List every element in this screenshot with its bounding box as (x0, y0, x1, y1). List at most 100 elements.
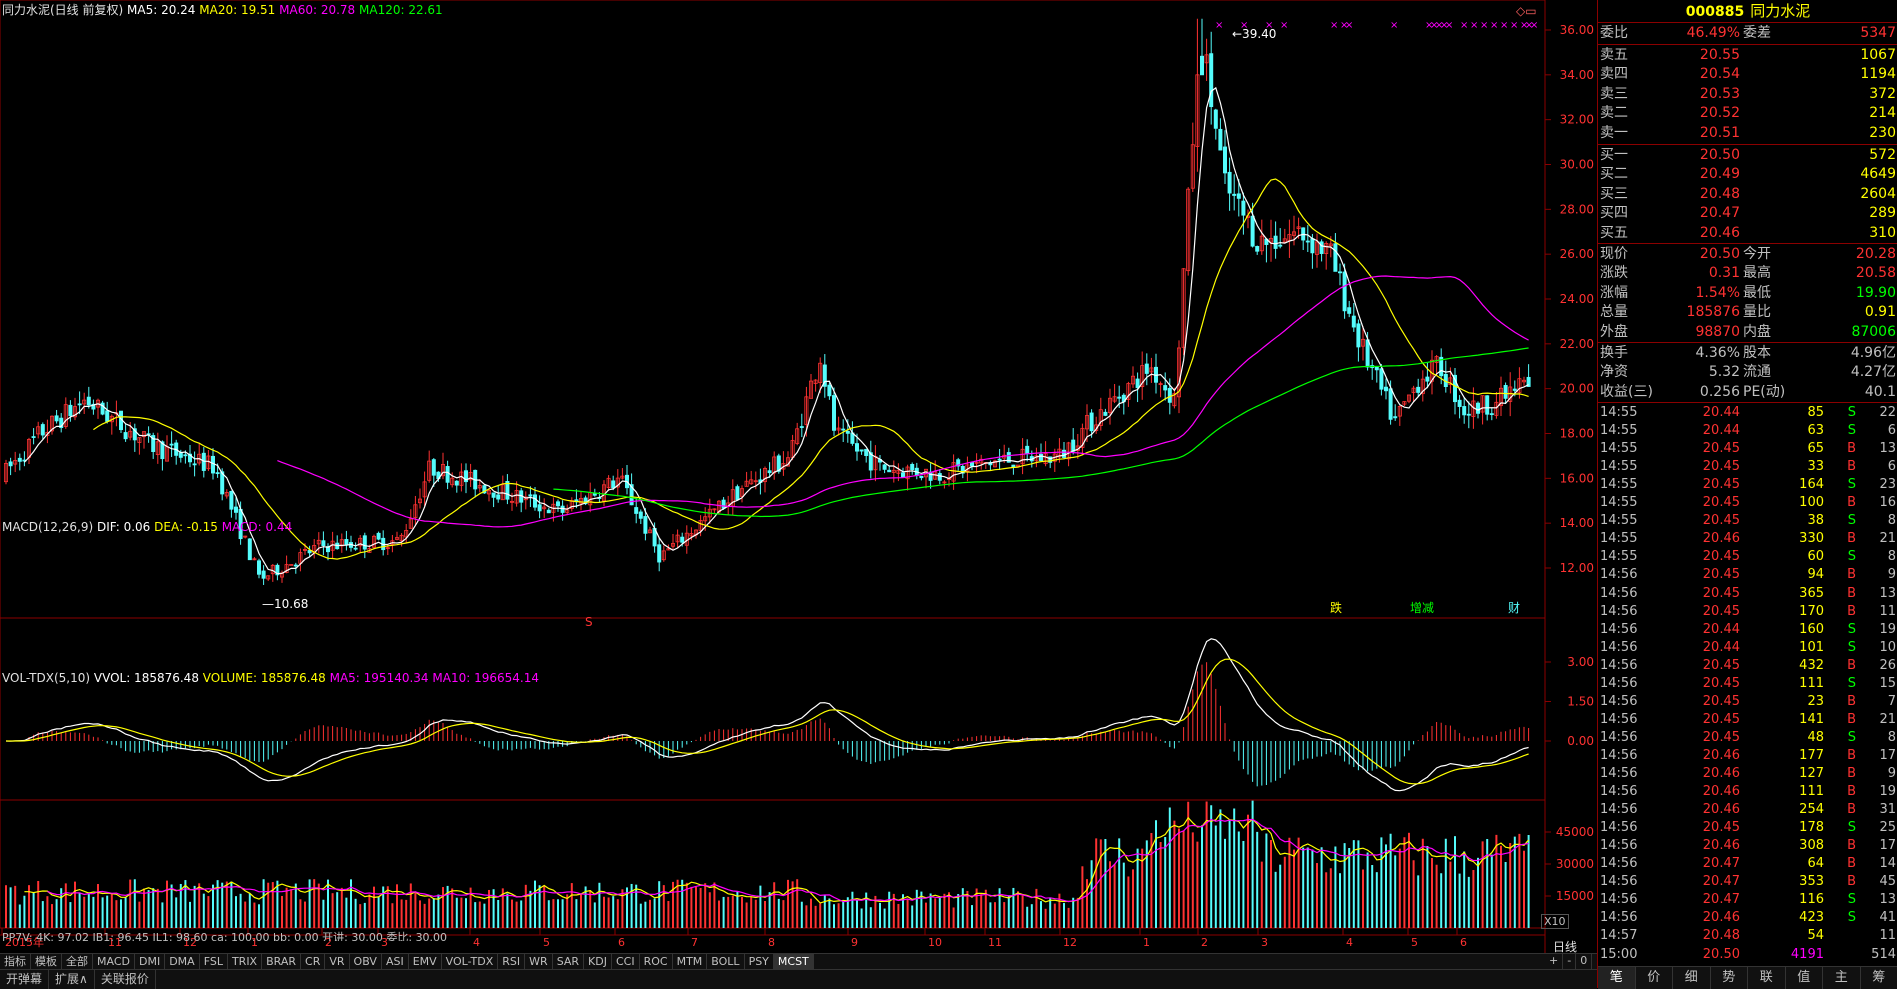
panel-tab-4[interactable]: 联 (1748, 967, 1786, 989)
indicator-tab-12[interactable]: ASI (382, 954, 409, 970)
quote-value: 98870 (1695, 323, 1740, 342)
indicator-tab-18[interactable]: KDJ (584, 954, 612, 970)
indicator-tab-22[interactable]: BOLL (707, 954, 744, 970)
indicator-tab-9[interactable]: CR (301, 954, 325, 970)
bottom-button-1[interactable]: 扩展∧ (49, 970, 95, 989)
quote-value2: 0.91 (1865, 303, 1896, 322)
indicator-tab-6[interactable]: FSL (200, 954, 228, 970)
tick-count: 8 (1888, 548, 1896, 566)
candle-body (1279, 245, 1282, 246)
tick-price: 20.46 (1703, 783, 1740, 801)
indicator-tab-7[interactable]: TRIX (228, 954, 262, 970)
tick-count: 17 (1879, 747, 1896, 765)
date-tick-label: 8 (768, 936, 775, 949)
candle-body (432, 460, 435, 476)
tick-time: 14:56 (1600, 729, 1637, 747)
fund-label2: 股本 (1743, 344, 1771, 363)
candle-body (901, 473, 904, 477)
indicator-tab-23[interactable]: PSY (745, 954, 774, 970)
tick-volume: 94 (1807, 566, 1824, 584)
zoom-reset-button[interactable]: 0 (1576, 953, 1592, 969)
dif-line (6, 639, 1529, 791)
tick-time: 14:55 (1600, 548, 1637, 566)
tick-volume: 178 (1799, 819, 1824, 837)
tick-volume: 101 (1799, 639, 1824, 657)
tick-price: 20.45 (1703, 494, 1740, 512)
vol-header: VOL-TDX(5,10) VVOL: 185876.48 VOLUME: 18… (2, 671, 539, 685)
indicator-tab-8[interactable]: BRAR (262, 954, 301, 970)
candle-body (1417, 387, 1420, 392)
tick-time: 14:56 (1600, 765, 1637, 783)
indicator-tab-5[interactable]: DMA (165, 954, 200, 970)
bottom-button-0[interactable]: 开弹幕 (0, 970, 49, 989)
panel-tab-0[interactable]: 笔 (1598, 967, 1636, 989)
indicator-tab-2[interactable]: 全部 (62, 954, 93, 970)
panel-tab-6[interactable]: 主 (1823, 967, 1861, 989)
date-tick-label: 10 (928, 936, 942, 949)
candle-body (888, 470, 891, 472)
indicator-tab-24[interactable]: MCST (774, 954, 814, 970)
panel-tab-5[interactable]: 值 (1786, 967, 1824, 989)
tick-price: 20.46 (1703, 747, 1740, 765)
kline-chart[interactable]: 36.0034.0032.0030.0028.0026.0024.0022.00… (0, 0, 1597, 953)
indicator-tab-19[interactable]: CCI (612, 954, 640, 970)
panel-tab-3[interactable]: 势 (1711, 967, 1749, 989)
candle-body (846, 431, 849, 433)
panel-tab-2[interactable]: 细 (1673, 967, 1711, 989)
indicator-tab-20[interactable]: ROC (640, 954, 673, 970)
volume-tick-label: 45000 (1556, 825, 1594, 839)
tick-time: 14:56 (1600, 909, 1637, 927)
candle-body (1486, 396, 1489, 415)
candle-body (1504, 385, 1507, 398)
zoom-in-button[interactable]: + (1545, 953, 1563, 969)
indicator-tab-1[interactable]: 模板 (31, 954, 62, 970)
tick-time: 14:55 (1600, 458, 1637, 476)
macd-header: MACD(12,26,9) DIF: 0.06 DEA: -0.15 MACD:… (2, 520, 292, 534)
indicator-tab-4[interactable]: DMI (135, 954, 165, 970)
buy-level-volume: 4649 (1860, 165, 1896, 184)
sell-level-label: 卖四 (1600, 65, 1628, 84)
buy-level-volume: 2604 (1860, 185, 1896, 204)
candle-body (1338, 272, 1341, 273)
event-marker: 增减 (1410, 601, 1434, 615)
indicator-tab-10[interactable]: VR (325, 954, 349, 970)
indicator-tab-17[interactable]: SAR (553, 954, 584, 970)
indicator-tab-16[interactable]: WR (525, 954, 553, 970)
candle-body (1357, 324, 1360, 347)
indicator-tab-3[interactable]: MACD (93, 954, 135, 970)
tick-time: 14:55 (1600, 404, 1637, 422)
indicator-tab-13[interactable]: EMV (409, 954, 442, 970)
window-controls-icon[interactable]: ◇▭ (1516, 4, 1537, 18)
indicator-tab-15[interactable]: RSI (498, 954, 525, 970)
partial-indicator-line: PP7V: 4K: 97.02 JB1: 96.45 JL1: 98.60 ca… (2, 929, 447, 941)
tick-price: 20.45 (1703, 458, 1740, 476)
candle-body (455, 481, 458, 485)
tick-price: 20.46 (1703, 801, 1740, 819)
tick-side: S (1848, 819, 1856, 837)
zoom-out-button[interactable]: - (1563, 953, 1576, 969)
panel-tab-7[interactable]: 筹 (1861, 967, 1897, 989)
indicator-tab-14[interactable]: VOL-TDX (442, 954, 499, 970)
tick-count: 26 (1879, 657, 1896, 675)
panel-tab-1[interactable]: 价 (1636, 967, 1674, 989)
date-tick-label: 5 (543, 936, 550, 949)
indicator-tab-21[interactable]: MTM (673, 954, 708, 970)
indicator-tab-11[interactable]: OBV (350, 954, 382, 970)
indicator-tab-0[interactable]: 指标 (0, 954, 31, 970)
tick-side: B (1847, 783, 1856, 801)
candle-body (1463, 406, 1466, 414)
bottom-button-2[interactable]: 关联报价 (95, 970, 156, 989)
candle-body (354, 548, 357, 549)
